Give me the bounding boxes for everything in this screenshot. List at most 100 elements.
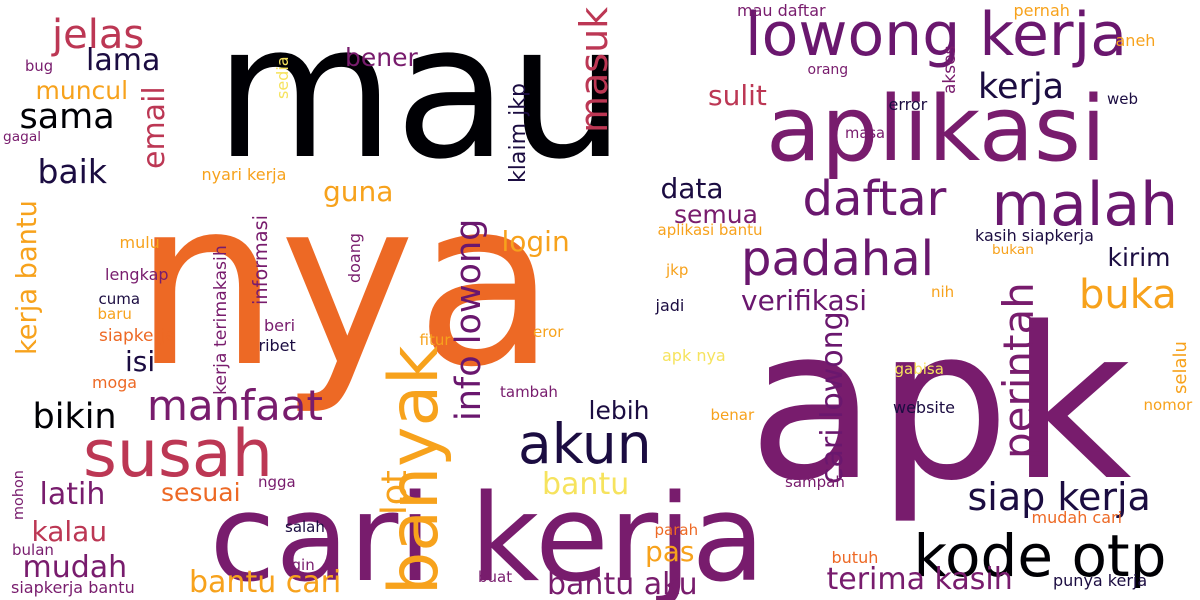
word-kerja-bantu: kerja bantu — [11, 200, 43, 355]
word-nya: nya — [133, 151, 557, 418]
word-bulan: bulan — [12, 541, 54, 559]
word-apk: apk — [748, 282, 1132, 527]
word-gabisa: gabisa — [894, 360, 944, 378]
word-error: error — [888, 95, 928, 114]
word-aneh: aneh — [1115, 31, 1156, 50]
word-kasih-siapkerja: kasih siapkerja — [975, 226, 1094, 245]
word-bikin: bikin — [32, 397, 117, 437]
word-baik: baik — [37, 152, 107, 191]
word-kode-otp: kode otp — [913, 522, 1167, 590]
word-login: login — [501, 225, 570, 258]
word-pernah: pernah — [1013, 1, 1070, 20]
word-lot: lot — [375, 470, 415, 515]
word-beri: beri — [264, 316, 296, 335]
word-terima-kasih: terima kasih — [826, 562, 1013, 597]
word-info-lowong: info lowong — [449, 218, 489, 421]
word-verifikasi: verifikasi — [741, 284, 867, 317]
word-nomor: nomor — [1143, 396, 1193, 414]
word-padahal: padahal — [741, 231, 934, 287]
word-sama: sama — [19, 97, 115, 137]
word-perintah: perintah — [994, 282, 1043, 459]
word-siap-kerja: siap kerja — [967, 475, 1151, 519]
word-bukan: bukan — [992, 241, 1034, 258]
word-latih: latih — [39, 477, 106, 512]
word-web: web — [1107, 90, 1139, 108]
word-akses: akses — [940, 45, 960, 94]
word-aplikasi: aplikasi — [766, 77, 1106, 182]
word-jelas: jelas — [52, 12, 145, 58]
word-pas: pas — [645, 535, 695, 568]
word-kalau: kalau — [31, 515, 108, 548]
word-masuk: masuk — [572, 6, 616, 133]
word-mau: mau — [214, 0, 626, 200]
word-data: data — [660, 172, 724, 205]
word-bantu-cari: bantu cari — [189, 565, 342, 600]
word-doang: doang — [344, 233, 364, 283]
word-guna: guna — [323, 175, 394, 208]
word-siapkerja: siapkerja — [99, 326, 176, 346]
word-selalu: selalu — [1170, 341, 1191, 394]
word-cari-kerja: cari kerja — [209, 470, 766, 600]
word-masa: masa — [845, 125, 886, 142]
word-email: email — [137, 85, 172, 169]
word-moga: moga — [92, 373, 138, 392]
word-butuh: butuh — [831, 548, 879, 567]
word-mudah-cari: mudah cari — [1031, 508, 1123, 527]
word-lama: lama — [86, 43, 161, 78]
word-fitur: fitur — [419, 331, 451, 349]
word-bug: bug — [25, 58, 54, 75]
word-cari-lowong: cari lowong — [815, 311, 850, 484]
word-ribet: ribet — [258, 336, 296, 355]
word-sedia: sedia — [273, 56, 292, 99]
word-website: website — [893, 398, 955, 417]
word-buat: buat — [478, 568, 513, 586]
word-baru: baru — [97, 305, 132, 323]
word-mulu: mulu — [119, 233, 160, 252]
word-klaim-jkp: klaim jkp — [506, 82, 531, 183]
word-ngga: ngga — [258, 473, 296, 491]
word-nih: nih — [931, 283, 955, 301]
word-punya-kerja: punya kerja — [1053, 571, 1148, 590]
word-jadi: jadi — [655, 296, 685, 315]
word-bantu-aku: bantu aku — [547, 567, 698, 600]
word-buka: buka — [1079, 272, 1177, 318]
word-apk-nya: apk nya — [662, 346, 726, 365]
word-mudah: mudah — [22, 550, 128, 585]
word-malah: malah — [991, 170, 1179, 240]
word-benar: benar — [710, 406, 755, 424]
word-aplikasi-bantu: aplikasi bantu — [657, 221, 763, 239]
word-muncul: muncul — [35, 76, 129, 105]
word-lebih: lebih — [588, 396, 650, 425]
word-kerja: kerja — [978, 67, 1065, 107]
word-informasi: informasi — [248, 214, 272, 305]
word-sulit: sulit — [708, 79, 767, 112]
word-tambah: tambah — [500, 383, 558, 401]
word-sampah: sampah — [785, 473, 845, 491]
word-manfaat: manfaat — [147, 381, 323, 430]
word-akun: akun — [518, 412, 652, 476]
word-susah: susah — [83, 417, 273, 492]
word-kerja-terimakasih: kerja terimakasih — [210, 245, 231, 395]
word-sesuai: sesuai — [161, 478, 241, 507]
word-mau-daftar: mau daftar — [737, 1, 826, 20]
word-cuma: cuma — [98, 290, 141, 308]
word-nyari-kerja: nyari kerja — [201, 165, 287, 184]
word-salah: salah — [285, 518, 325, 536]
word-daftar: daftar — [802, 171, 947, 227]
word-semua: semua — [674, 200, 758, 229]
word-eror: eror — [533, 323, 564, 341]
word-gagal: gagal — [3, 128, 42, 145]
word-bantu: bantu — [542, 467, 630, 502]
word-bener: bener — [345, 43, 418, 72]
word-mohon: mohon — [11, 470, 27, 520]
word-kirim: kirim — [1107, 243, 1171, 272]
word-isi: isi — [125, 345, 156, 378]
word-orang: orang — [807, 62, 849, 78]
word-parah: parah — [654, 521, 699, 539]
word-jkp: jkp — [666, 261, 689, 279]
word-gin: gin — [291, 556, 315, 574]
word-siapkerja-bantu: siapkerja bantu — [11, 578, 135, 597]
word-lowong-kerja: lowong kerja — [745, 0, 1127, 70]
word-lengkap: lengkap — [105, 265, 169, 284]
